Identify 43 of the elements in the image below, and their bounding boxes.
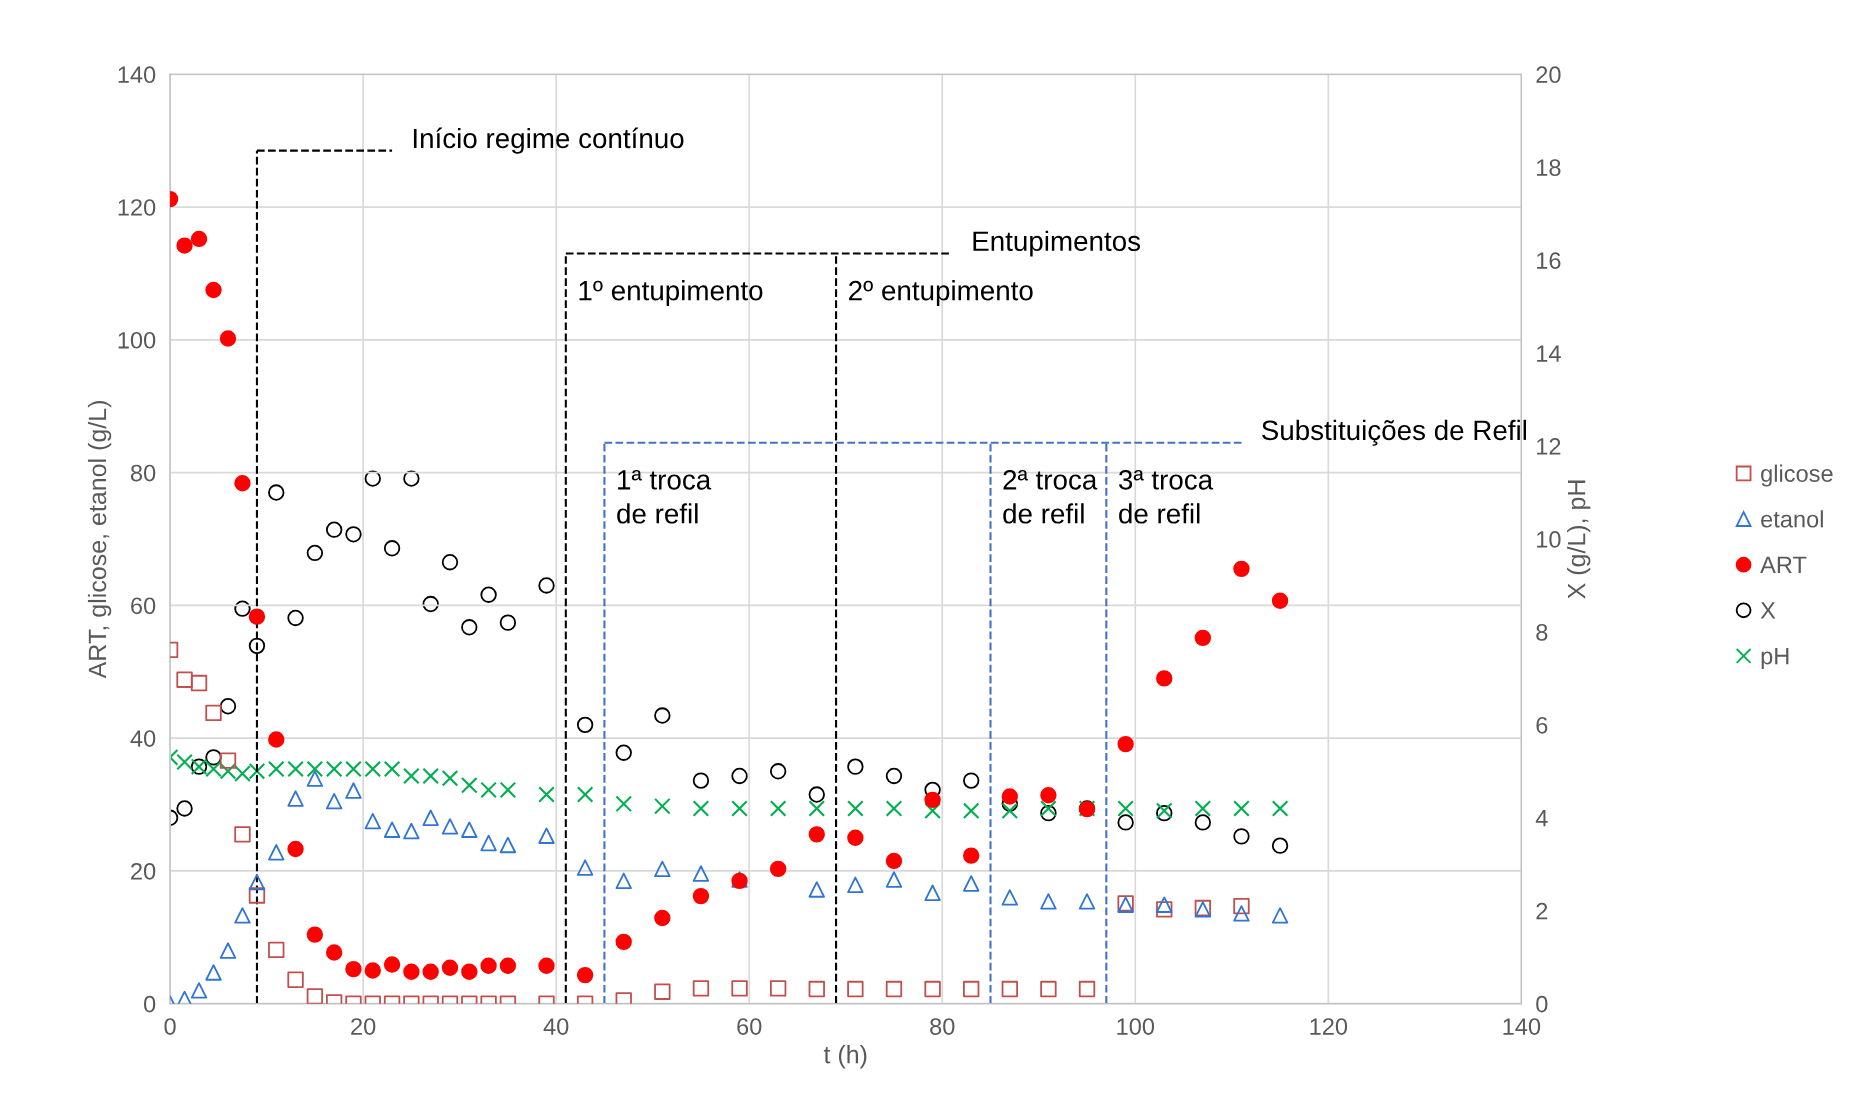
- y2-tick-label: 2: [1536, 902, 1548, 920]
- y2-tick-label: 20: [1536, 66, 1561, 84]
- y-tick-label: 60: [131, 597, 156, 615]
- x-tick-label: 60: [737, 1018, 762, 1035]
- y2-tick-label: 4: [1535, 810, 1548, 827]
- x-tick-label: 100: [1117, 1018, 1155, 1035]
- legend-label: glicose: [1761, 464, 1833, 487]
- ref-line-label: 1º entupimento: [579, 280, 763, 306]
- y-tick-label: 0: [143, 995, 156, 1013]
- ref-line-label: 2º entupimento: [849, 280, 1033, 306]
- y-tick-label: 120: [118, 199, 156, 216]
- x-tick-label: 80: [930, 1018, 955, 1035]
- annotation: Entupimentos: [973, 230, 1141, 257]
- x-tick-label: 120: [1310, 1018, 1348, 1035]
- y-tick-label: 80: [130, 464, 156, 482]
- y-tick-label: 40: [130, 730, 156, 747]
- ref-line-label: 3ª troca de refil: [1118, 469, 1214, 524]
- legend-label: pH: [1761, 647, 1789, 670]
- y2-axis-title: X (g/L), pH: [1567, 480, 1591, 599]
- y2-tick-label: 8: [1536, 623, 1548, 641]
- ref-line-label: 1ª troca de refil: [617, 469, 712, 524]
- y-tick-label: 140: [118, 66, 156, 84]
- x-tick-label: 140: [1503, 1018, 1541, 1035]
- y-tick-label: 100: [118, 331, 156, 349]
- x-axis-title: t (h): [823, 1045, 867, 1069]
- y2-tick-label: 16: [1537, 252, 1561, 269]
- y2-tick-label: 0: [1536, 995, 1548, 1013]
- y2-tick-label: 6: [1536, 716, 1548, 734]
- legend-label: etanol: [1761, 510, 1823, 528]
- x-tick-label: 0: [164, 1018, 176, 1035]
- legend-label: ART: [1760, 556, 1807, 573]
- y-tick-label: 20: [131, 862, 156, 880]
- annotation: Substituições de Refil: [1262, 419, 1527, 446]
- annotation: Início regime contínuo: [413, 127, 684, 154]
- ref-line-label: 2ª troca de refil: [1003, 469, 1098, 524]
- y2-tick-label: 10: [1537, 531, 1561, 548]
- x-tick-label: 20: [351, 1018, 376, 1035]
- y2-tick-label: 18: [1537, 159, 1561, 177]
- y2-tick-label: 14: [1537, 345, 1561, 362]
- y2-tick-label: 12: [1537, 438, 1561, 455]
- x-tick-label: 40: [543, 1018, 569, 1035]
- legend-label: X: [1760, 602, 1776, 619]
- y-axis-title: ART, glicose, etanol (g/L): [87, 401, 112, 679]
